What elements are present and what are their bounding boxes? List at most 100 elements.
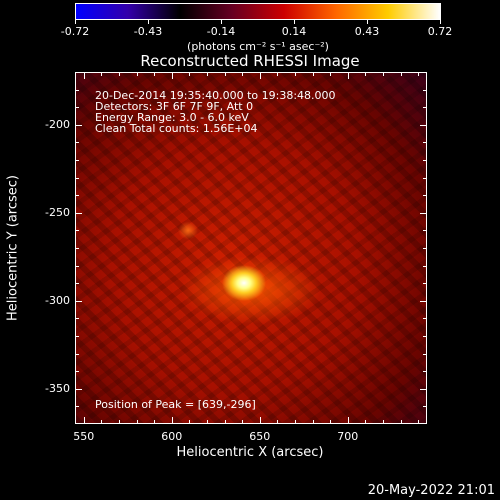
- x-axis-tick: [83, 417, 85, 424]
- y-axis-minor-tick: [423, 160, 427, 161]
- x-axis-minor-tick: [295, 72, 296, 76]
- y-axis-minor-tick: [423, 283, 427, 285]
- x-axis-tick-label: 700: [337, 430, 359, 443]
- y-axis-minor-tick: [423, 177, 427, 179]
- y-axis-tick-label: -300: [45, 293, 70, 307]
- x-axis-minor-tick: [400, 72, 402, 76]
- y-axis-minor-tick: [75, 371, 79, 373]
- y-axis-minor-tick: [75, 318, 79, 320]
- colorbar-tick-label: -0.43: [133, 25, 163, 38]
- info-energy-range: Energy Range: 3.0 - 6.0 keV: [95, 111, 249, 124]
- colorbar-tick-label: 0.72: [427, 25, 453, 38]
- y-axis-minor-tick: [423, 89, 427, 91]
- y-axis-tick: [420, 124, 427, 126]
- y-axis-minor-tick: [75, 406, 79, 408]
- y-axis-minor-tick: [423, 107, 427, 109]
- x-axis-tick: [259, 417, 261, 424]
- x-axis-minor-tick: [189, 420, 191, 424]
- x-axis-minor-tick: [154, 420, 156, 424]
- y-axis-tick: [75, 212, 82, 214]
- rhessi-image: 20-Dec-2014 19:35:40.000 to 19:38:48.000…: [75, 72, 427, 424]
- x-axis-tick: [83, 72, 85, 79]
- x-axis-minor-tick: [312, 72, 314, 76]
- x-axis-tick: [259, 72, 261, 79]
- colorbar-tick: [221, 20, 222, 24]
- x-axis-minor-tick: [365, 72, 367, 76]
- y-axis-tick-label: -350: [45, 381, 70, 395]
- y-axis-minor-tick: [75, 336, 79, 337]
- y-axis-label: Heliocentric Y (arcsec): [5, 175, 21, 321]
- x-axis-minor-tick: [418, 420, 420, 424]
- colorbar-tick: [294, 20, 295, 24]
- x-axis-minor-tick: [119, 420, 120, 424]
- colorbar-units: (photons cm⁻² s⁻¹ asec⁻²): [187, 40, 329, 53]
- colorbar-tick-label: 0.14: [281, 25, 307, 38]
- y-axis-minor-tick: [75, 177, 79, 179]
- x-axis-minor-tick: [383, 420, 384, 424]
- x-axis-minor-tick: [312, 420, 314, 424]
- y-axis-minor-tick: [75, 283, 79, 285]
- timestamp: 20-May-2022 21:01: [367, 483, 495, 498]
- x-axis-minor-tick: [189, 72, 191, 76]
- x-axis-minor-tick: [224, 420, 226, 424]
- info-clean-counts: Clean Total counts: 1.56E+04: [95, 122, 258, 135]
- y-axis-minor-tick: [423, 336, 427, 337]
- x-axis-tick-label: 550: [73, 430, 95, 443]
- y-axis-minor-tick: [423, 142, 427, 144]
- info-detectors: Detectors: 3F 6F 7F 9F, Att 0: [95, 100, 254, 113]
- y-axis-minor-tick: [423, 195, 427, 197]
- x-axis-minor-tick: [136, 420, 138, 424]
- y-axis-minor-tick: [423, 265, 427, 267]
- x-axis-minor-tick: [242, 420, 244, 424]
- x-axis-minor-tick: [400, 420, 402, 424]
- y-axis-tick: [75, 300, 82, 302]
- x-axis-minor-tick: [224, 72, 226, 76]
- x-axis-tick-label: 600: [161, 430, 183, 443]
- y-axis-minor-tick: [423, 353, 427, 355]
- x-axis-minor-tick: [418, 72, 420, 76]
- x-axis-minor-tick: [330, 72, 332, 76]
- x-axis-label: Heliocentric X (arcsec): [176, 445, 324, 460]
- y-axis-tick: [420, 300, 427, 302]
- x-axis-minor-tick: [242, 72, 244, 76]
- colorbar-tick: [440, 20, 441, 24]
- colorbar: [75, 3, 441, 20]
- y-axis-minor-tick: [75, 230, 79, 232]
- y-axis-minor-tick: [75, 107, 79, 109]
- y-axis-tick: [420, 388, 427, 390]
- colorbar-tick: [75, 20, 76, 24]
- x-axis-minor-tick: [101, 420, 103, 424]
- colorbar-tick-label: -0.72: [60, 25, 90, 38]
- y-axis-minor-tick: [423, 230, 427, 232]
- x-axis-minor-tick: [365, 420, 367, 424]
- peak-position-label: Position of Peak = [639,-296]: [95, 398, 256, 411]
- y-axis-minor-tick: [75, 248, 79, 249]
- x-axis-tick: [171, 417, 173, 424]
- y-axis-minor-tick: [75, 265, 79, 267]
- x-axis-minor-tick: [277, 420, 279, 424]
- y-axis-tick: [75, 388, 82, 390]
- x-axis-tick: [171, 72, 173, 79]
- y-axis-tick: [420, 212, 427, 214]
- x-axis-minor-tick: [295, 420, 296, 424]
- x-axis-minor-tick: [136, 72, 138, 76]
- y-axis-minor-tick: [423, 318, 427, 320]
- image-title: Reconstructed RHESSI Image: [140, 52, 360, 70]
- colorbar-tick: [367, 20, 368, 24]
- colorbar-tick-label: 0.43: [354, 25, 380, 38]
- y-axis-minor-tick: [75, 353, 79, 355]
- info-time-range: 20-Dec-2014 19:35:40.000 to 19:38:48.000: [95, 89, 336, 102]
- x-axis-tick-label: 650: [249, 430, 271, 443]
- y-axis-minor-tick: [423, 371, 427, 373]
- x-axis-minor-tick: [207, 72, 208, 76]
- x-axis-minor-tick: [101, 72, 103, 76]
- x-axis-minor-tick: [383, 72, 384, 76]
- y-axis-minor-tick: [75, 142, 79, 144]
- x-axis-minor-tick: [207, 420, 208, 424]
- colorbar-tick: [148, 20, 149, 24]
- x-axis-minor-tick: [330, 420, 332, 424]
- y-axis-minor-tick: [75, 160, 79, 161]
- y-axis-tick-label: -200: [45, 117, 70, 131]
- y-axis-minor-tick: [423, 406, 427, 408]
- y-axis-minor-tick: [75, 195, 79, 197]
